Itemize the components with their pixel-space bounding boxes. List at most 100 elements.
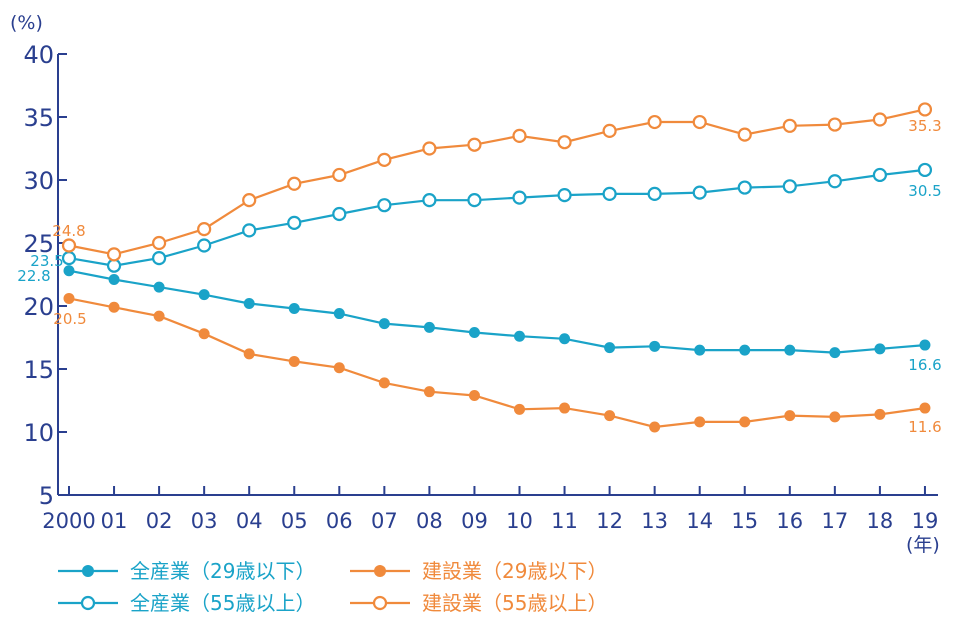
- x-tick-label: 14: [686, 509, 713, 533]
- data-point: [512, 128, 527, 143]
- data-point: [152, 235, 167, 251]
- data-point: [422, 193, 437, 208]
- legend-marker: [372, 595, 388, 611]
- data-point: [514, 403, 525, 415]
- data-point: [377, 198, 392, 213]
- data-point: [694, 416, 706, 428]
- x-tick-label: 19: [912, 509, 939, 533]
- series-line: [68, 297, 926, 429]
- data-point: [468, 326, 480, 338]
- data-point: [198, 289, 210, 301]
- x-tick-label: 11: [551, 509, 578, 533]
- data-point: [108, 301, 120, 313]
- y-axis: 5 10 15 20 25 30 35 40: [23, 41, 67, 510]
- data-point: [152, 251, 167, 266]
- x-tick-label: 12: [596, 509, 623, 533]
- data-point: [647, 186, 662, 201]
- y-tick-label: 20: [23, 293, 54, 321]
- data-point: [782, 118, 797, 133]
- end-value-label: 11.6: [908, 418, 941, 436]
- start-value-label: 20.5: [53, 310, 86, 328]
- data-point: [61, 251, 77, 266]
- legend-label: 建設業（55歳以上）: [422, 591, 607, 615]
- data-point: [782, 179, 797, 194]
- y-tick-label: 40: [23, 41, 54, 69]
- data-point: [377, 152, 392, 167]
- y-tick-label: 35: [23, 104, 54, 132]
- data-point: [557, 135, 572, 150]
- data-point: [649, 340, 661, 352]
- x-axis-unit-label: (年): [906, 534, 940, 556]
- data-point: [829, 411, 841, 423]
- end-value-label: 16.6: [908, 356, 941, 374]
- data-point: [737, 127, 752, 142]
- series-line: [68, 269, 925, 354]
- data-point: [692, 114, 707, 130]
- data-point: [602, 186, 617, 201]
- data-point: [737, 180, 752, 195]
- data-point: [827, 174, 842, 189]
- data-point: [559, 402, 571, 414]
- data-point: [378, 318, 390, 330]
- x-tick-label: 07: [371, 509, 398, 533]
- data-point: [874, 408, 886, 420]
- data-point: [333, 362, 345, 374]
- x-tick-label: 18: [867, 509, 894, 533]
- data-point: [557, 188, 572, 203]
- data-point: [63, 265, 75, 277]
- y-tick-label: 10: [23, 419, 54, 447]
- data-point: [242, 223, 257, 238]
- data-point: [468, 389, 480, 401]
- data-point: [872, 112, 888, 127]
- data-point: [63, 292, 75, 304]
- legend-marker: [82, 565, 94, 577]
- data-point: [378, 377, 390, 389]
- x-axis: 2000 01 02 03 04 05 06 07 08 09 10 11 12 13 14 15 16 17 18…: [42, 486, 938, 533]
- x-tick-label: 17: [821, 509, 848, 533]
- legend-marker: [80, 595, 96, 611]
- x-tick-label: 16: [776, 509, 803, 533]
- x-tick-label: 08: [416, 509, 443, 533]
- x-tick-label: 05: [281, 509, 308, 533]
- y-tick-label: 25: [23, 230, 54, 258]
- data-point: [917, 162, 933, 178]
- data-point: [647, 114, 662, 130]
- data-point: [784, 410, 796, 422]
- data-point: [423, 386, 435, 398]
- data-point: [288, 303, 300, 315]
- data-point: [739, 344, 751, 356]
- start-value-label: 23.5: [30, 252, 63, 270]
- data-point: [198, 328, 210, 340]
- data-point: [872, 167, 888, 183]
- data-point: [919, 402, 931, 414]
- y-tick-label: 15: [23, 356, 54, 384]
- data-point: [559, 333, 571, 345]
- data-point: [108, 274, 120, 286]
- y-axis-unit-label: (%): [10, 12, 43, 34]
- data-point: [604, 342, 616, 354]
- data-point: [242, 193, 257, 208]
- x-tick-label: 03: [191, 509, 218, 533]
- data-point: [739, 416, 751, 428]
- data-point: [332, 167, 347, 183]
- data-point: [197, 238, 212, 253]
- data-point: [288, 355, 300, 367]
- data-point: [827, 117, 842, 132]
- data-point: [197, 222, 212, 237]
- data-point: [694, 344, 706, 356]
- legend-label: 全産業（55歳以上）: [130, 591, 315, 615]
- data-point: [512, 190, 527, 205]
- series-group: [61, 102, 933, 433]
- y-tick-label: 30: [23, 167, 54, 195]
- x-tick-label: 02: [146, 509, 173, 533]
- data-point: [514, 330, 525, 342]
- data-point: [784, 344, 796, 356]
- legend-label: 全産業（29歳以下）: [130, 559, 315, 583]
- legend: 全産業（29歳以下） 全産業（55歳以上） 建設業（29歳以下） 建設業（55歳以上）: [58, 559, 607, 615]
- legend-marker: [374, 565, 386, 577]
- data-point: [917, 102, 933, 117]
- x-tick-label: 2000: [42, 509, 95, 533]
- data-point: [692, 185, 707, 200]
- x-tick-label: 10: [506, 509, 533, 533]
